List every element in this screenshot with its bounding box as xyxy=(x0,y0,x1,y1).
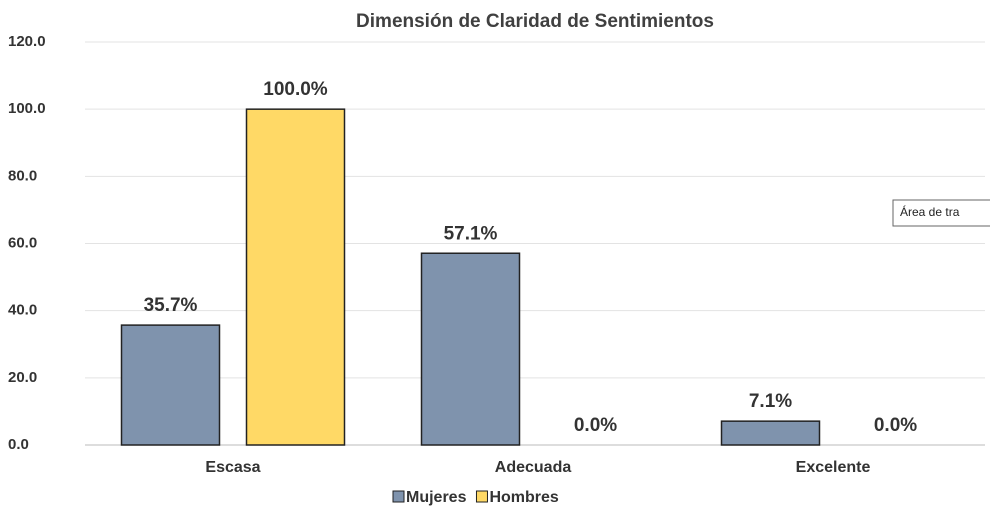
value-label: 35.7% xyxy=(144,295,198,316)
y-tick-label: 20.0 xyxy=(8,369,37,386)
y-tick-label: 40.0 xyxy=(8,302,37,319)
y-tick-label: 100.0 xyxy=(8,100,46,117)
legend-swatch xyxy=(392,490,405,503)
value-label: 100.0% xyxy=(263,79,328,100)
bar xyxy=(720,420,821,446)
bar xyxy=(245,108,346,446)
legend-label: Mujeres xyxy=(406,489,467,506)
bar xyxy=(420,252,521,446)
y-tick-label: 0.0 xyxy=(8,436,29,453)
value-label: 7.1% xyxy=(749,391,792,412)
legend-swatch xyxy=(475,490,488,503)
x-tick-label: Escasa xyxy=(205,459,260,476)
tooltip-box xyxy=(892,199,990,227)
value-label: 57.1% xyxy=(444,223,498,244)
x-tick-label: Excelente xyxy=(796,459,871,476)
y-tick-label: 60.0 xyxy=(8,234,37,251)
y-tick-label: 120.0 xyxy=(8,33,46,50)
y-tick-label: 80.0 xyxy=(8,167,37,184)
value-label: 0.0% xyxy=(874,415,917,436)
bar xyxy=(120,324,221,446)
x-tick-label: Adecuada xyxy=(495,459,572,476)
tooltip-text: Área de tra xyxy=(900,204,960,219)
legend-label: Hombres xyxy=(489,489,558,506)
value-label: 0.0% xyxy=(574,415,617,436)
chart-title: Dimensión de Claridad de Sentimientos xyxy=(356,11,714,32)
